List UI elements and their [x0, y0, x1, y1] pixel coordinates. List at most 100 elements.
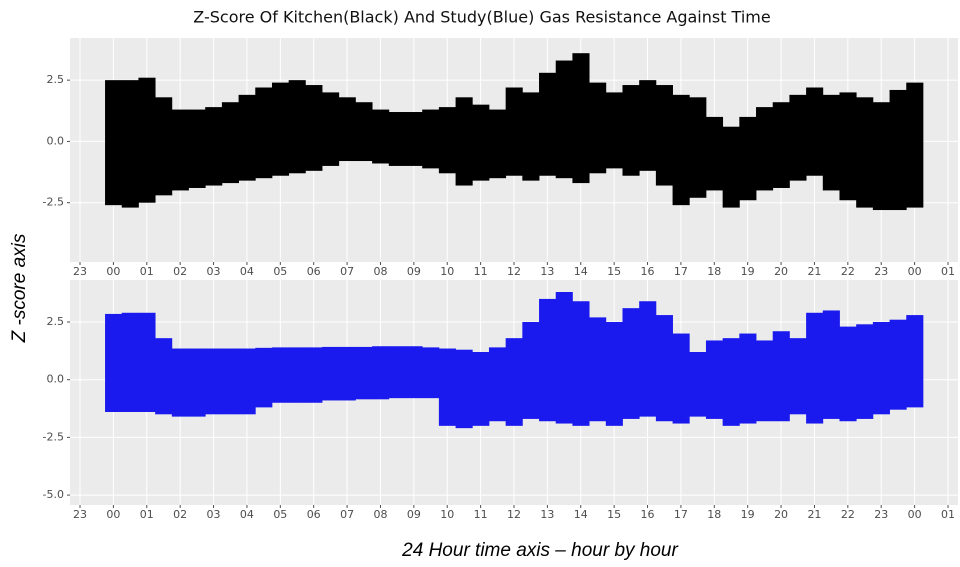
x-tick-label: 11: [474, 508, 488, 521]
y-tick-label: -2.5: [43, 430, 64, 443]
x-tick-label: 06: [307, 265, 321, 278]
range-band: [756, 107, 774, 191]
range-band: [856, 324, 874, 419]
range-band: [555, 292, 573, 424]
x-tick-label: 08: [373, 508, 387, 521]
range-band: [488, 109, 507, 179]
x-tick-label: 13: [540, 508, 554, 521]
range-band: [422, 109, 440, 169]
range-band: [839, 326, 857, 422]
range-band: [171, 348, 189, 417]
range-band: [238, 94, 256, 181]
range-band: [589, 82, 607, 174]
range-band: [205, 107, 223, 186]
range-band: [572, 301, 590, 426]
range-band: [872, 322, 890, 415]
x-tick-label: 11: [474, 265, 488, 278]
y-tick-label: -5.0: [43, 488, 64, 501]
range-band: [772, 331, 790, 422]
range-band: [639, 80, 657, 171]
range-band: [539, 72, 557, 176]
x-tick-label: 23: [73, 508, 87, 521]
range-band: [622, 308, 640, 419]
range-band: [322, 92, 340, 166]
range-band: [121, 80, 139, 208]
x-tick-label: 12: [507, 508, 521, 521]
x-tick-label: 03: [207, 508, 221, 521]
range-band: [121, 312, 139, 412]
range-band: [372, 346, 390, 400]
x-tick-label: 08: [373, 265, 387, 278]
range-band: [338, 346, 356, 401]
range-band: [238, 348, 256, 415]
y-tick-label: -2.5: [43, 196, 64, 209]
range-band: [221, 348, 239, 415]
range-band: [138, 312, 156, 412]
x-tick-label: 22: [841, 265, 855, 278]
range-band: [472, 352, 490, 426]
range-band: [856, 97, 874, 208]
range-band: [806, 87, 824, 176]
range-band: [438, 107, 456, 174]
y-axis-label: Z -score axis: [9, 233, 30, 343]
range-band: [756, 340, 774, 422]
x-tick-label: 00: [106, 265, 120, 278]
range-band: [689, 97, 707, 198]
range-band: [372, 109, 390, 164]
range-band: [889, 89, 907, 211]
x-tick-label: 07: [340, 265, 354, 278]
range-band: [488, 347, 507, 422]
range-band: [388, 346, 406, 399]
range-band: [722, 126, 740, 208]
x-tick-label: 20: [774, 265, 788, 278]
range-band: [205, 348, 223, 415]
range-band: [171, 109, 189, 191]
range-band: [155, 338, 173, 415]
range-band: [288, 347, 306, 403]
range-band: [505, 87, 523, 176]
x-tick-label: 01: [941, 508, 955, 521]
range-band: [705, 116, 724, 191]
range-band: [188, 348, 206, 417]
x-tick-label: 01: [941, 265, 955, 278]
range-band: [689, 352, 707, 417]
range-band: [789, 94, 807, 181]
range-band: [739, 333, 757, 424]
x-tick-label: 17: [674, 265, 688, 278]
x-tick-label: 09: [407, 508, 421, 521]
range-band: [822, 310, 840, 419]
x-tick-label: 13: [540, 265, 554, 278]
range-band: [388, 112, 406, 166]
range-band: [822, 94, 840, 191]
range-band: [789, 338, 807, 415]
x-tick-label: 19: [741, 265, 755, 278]
x-tick-label: 23: [874, 265, 888, 278]
range-band: [305, 85, 323, 171]
x-tick-label: 14: [574, 508, 588, 521]
range-band: [522, 322, 540, 419]
range-band: [655, 315, 673, 422]
range-band: [255, 87, 273, 179]
range-band: [772, 102, 790, 188]
range-band: [655, 85, 673, 186]
range-band: [872, 102, 890, 211]
range-band: [639, 301, 657, 417]
range-band: [806, 312, 824, 424]
range-band: [105, 80, 123, 206]
range-band: [572, 53, 590, 184]
range-band: [271, 347, 290, 403]
range-band: [589, 317, 607, 422]
range-band: [522, 92, 540, 181]
x-tick-label: 23: [73, 265, 87, 278]
range-band: [472, 104, 490, 181]
x-tick-label: 10: [440, 265, 454, 278]
range-band: [605, 92, 623, 169]
x-tick-label: 15: [607, 265, 621, 278]
range-band: [622, 85, 640, 176]
x-tick-label: 01: [140, 508, 154, 521]
range-band: [455, 97, 473, 186]
range-band: [271, 82, 290, 176]
x-tick-label: 00: [106, 508, 120, 521]
x-tick-label: 02: [173, 508, 187, 521]
